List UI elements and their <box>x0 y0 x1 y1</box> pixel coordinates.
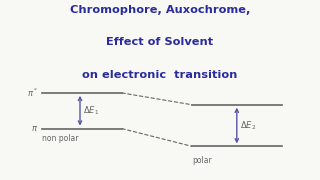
Text: Effect of Solvent: Effect of Solvent <box>107 37 213 48</box>
Text: non polar: non polar <box>42 134 78 143</box>
Text: $\Delta E_2$: $\Delta E_2$ <box>240 119 256 132</box>
Text: $\Delta E_1$: $\Delta E_1$ <box>83 104 99 117</box>
Text: $\pi$: $\pi$ <box>31 124 38 133</box>
Text: Chromophore, Auxochrome,: Chromophore, Auxochrome, <box>70 5 250 15</box>
Text: polar: polar <box>192 156 212 165</box>
Text: $\pi^*$: $\pi^*$ <box>27 87 38 99</box>
Text: on electronic  transition: on electronic transition <box>82 70 238 80</box>
